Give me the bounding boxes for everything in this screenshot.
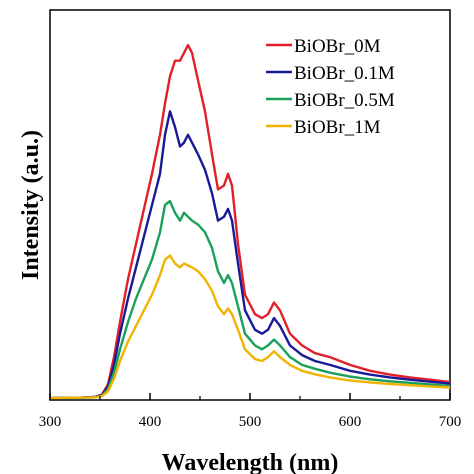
x-tick-label: 600 xyxy=(339,414,362,430)
legend-item: BiOBr_1M xyxy=(266,117,381,138)
series-line-2 xyxy=(49,199,451,400)
legend-label: BiOBr_0.1M xyxy=(294,63,395,84)
legend-item: BiOBr_0M xyxy=(266,36,381,57)
x-tick-label: 400 xyxy=(139,414,162,430)
legend-label: BiOBr_0.5M xyxy=(294,90,395,111)
y-axis-title: Intensity (a.u.) xyxy=(18,130,44,280)
legend-item: BiOBr_0.1M xyxy=(266,63,395,84)
legend-label: BiOBr_1M xyxy=(294,117,381,138)
x-axis-title: Wavelength (nm) xyxy=(162,450,339,474)
x-ticks: 300 400 500 600 700 xyxy=(39,393,462,430)
series-line-0 xyxy=(49,43,451,400)
legend: BiOBr_0M BiOBr_0.1M BiOBr_0.5M BiOBr_1M xyxy=(266,36,395,138)
x-tick-label: 700 xyxy=(439,414,462,430)
legend-item: BiOBr_0.5M xyxy=(266,90,395,111)
series-line-3 xyxy=(49,254,451,400)
series-line-1 xyxy=(49,110,451,400)
legend-label: BiOBr_0M xyxy=(294,36,381,57)
x-tick-label: 500 xyxy=(239,414,262,430)
series-layer xyxy=(49,43,451,400)
x-tick-label: 300 xyxy=(39,414,62,430)
